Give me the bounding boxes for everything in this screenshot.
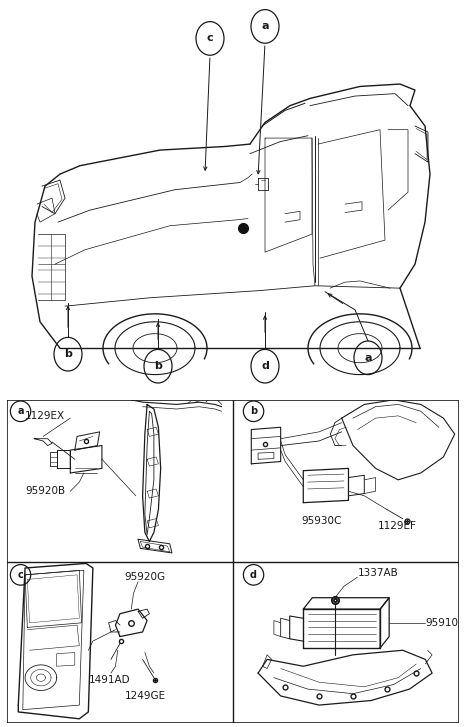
Text: d: d xyxy=(250,570,257,580)
Text: 1249GE: 1249GE xyxy=(124,691,165,701)
Text: b: b xyxy=(64,349,72,359)
Text: c: c xyxy=(18,570,23,580)
Text: c: c xyxy=(207,33,213,44)
Text: d: d xyxy=(261,361,269,371)
Text: b: b xyxy=(154,361,162,371)
Text: 95910: 95910 xyxy=(425,618,459,628)
Text: b: b xyxy=(250,406,257,417)
Text: 95930C: 95930C xyxy=(301,516,342,526)
Text: 1337AB: 1337AB xyxy=(357,568,398,577)
Text: 95920G: 95920G xyxy=(124,572,165,582)
Text: 95920B: 95920B xyxy=(25,486,65,497)
Text: 1491AD: 1491AD xyxy=(89,675,130,685)
Text: 1129EF: 1129EF xyxy=(378,521,417,531)
Text: a: a xyxy=(364,353,372,363)
Text: a: a xyxy=(261,21,269,31)
Text: a: a xyxy=(17,406,24,417)
Text: 1129EX: 1129EX xyxy=(25,411,65,421)
